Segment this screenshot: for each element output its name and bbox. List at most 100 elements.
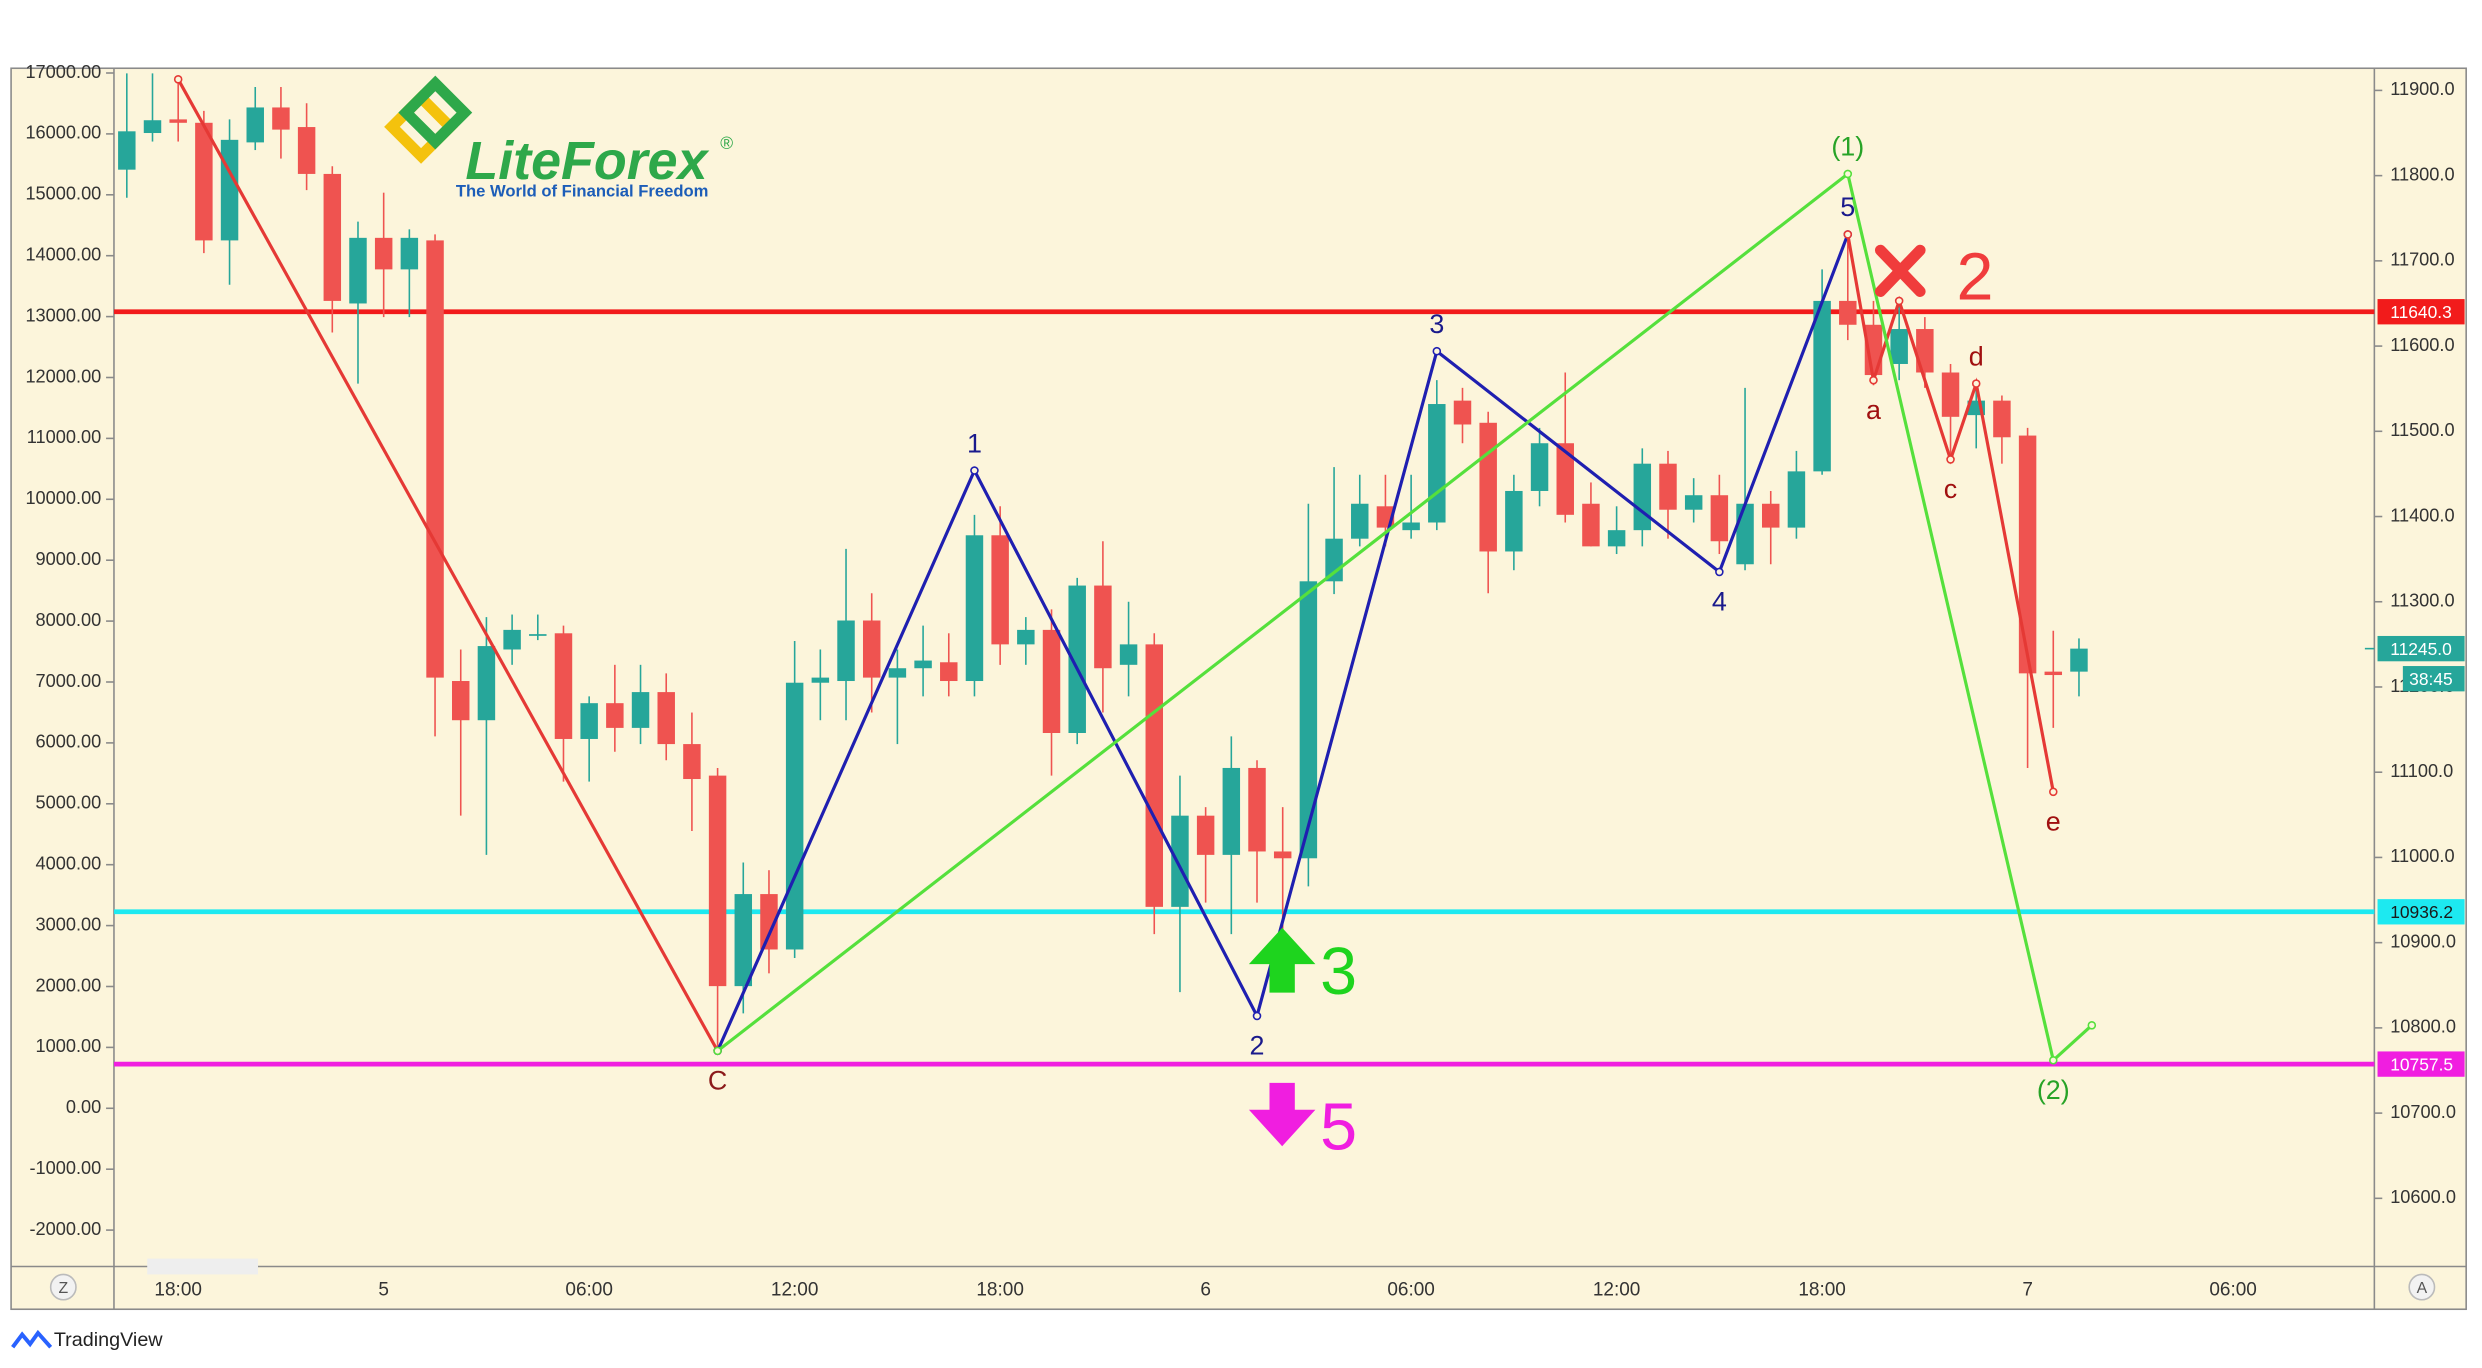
- candle-body: [1248, 767, 1266, 852]
- x-tick-label: 5: [378, 1279, 389, 1300]
- candle-body: [1299, 581, 1318, 859]
- level-label: 10757.5: [2390, 1054, 2453, 1074]
- candle-body: [1222, 767, 1241, 855]
- candle-body: [1325, 538, 1343, 582]
- y-tick-label: 14000.00: [25, 245, 101, 265]
- plot-back: [113, 309, 2375, 1067]
- candle-body: [297, 127, 316, 174]
- candle-body: [2044, 671, 2063, 676]
- candle-body: [1351, 503, 1369, 539]
- candle-body: [760, 894, 778, 950]
- candle-body: [708, 775, 727, 987]
- candle-body: [888, 668, 907, 678]
- candle-body: [1171, 815, 1189, 907]
- footer-brand: TradingView: [54, 1329, 163, 1351]
- level-tag: [2377, 299, 2465, 325]
- wave-label: 3: [1429, 309, 1444, 339]
- candle-body: [1813, 300, 1831, 472]
- y-tick-label: 11500.0: [2390, 420, 2454, 440]
- candle-body: [246, 107, 264, 143]
- candle-body: [657, 692, 675, 745]
- wave-label: 2: [1250, 1031, 1265, 1061]
- y-tick-label: 11100.0: [2390, 761, 2453, 781]
- y-tick-label: 15000.00: [25, 184, 101, 204]
- wave-point: [2087, 1021, 2097, 1030]
- candle-body: [1094, 585, 1112, 669]
- candle-body: [580, 703, 598, 739]
- candle-body: [683, 744, 701, 780]
- annotation-text: 2: [1956, 240, 1993, 314]
- wave-point: [1843, 169, 1853, 179]
- y-tick-label: 0.00: [66, 1097, 101, 1117]
- control-button[interactable]: [49, 1273, 77, 1301]
- candle-body: [1684, 495, 1703, 510]
- candle-body: [374, 237, 393, 270]
- x-tick-label: 18:00: [976, 1279, 1024, 1300]
- overlay-lines: [173, 75, 2097, 1065]
- last-price-tag: [2377, 635, 2465, 662]
- wave-point: [1252, 1011, 1262, 1021]
- wave-point: [970, 466, 979, 475]
- candle-body: [1710, 495, 1729, 542]
- candle-body: [1633, 463, 1652, 531]
- wave-label: d: [1969, 341, 1984, 371]
- wave-point: [2049, 1055, 2058, 1065]
- wave-label: c: [1944, 474, 1957, 504]
- control-label[interactable]: A: [2417, 1280, 2428, 1297]
- wave-line: [176, 78, 719, 1052]
- x-tick-label: 12:00: [1593, 1279, 1641, 1300]
- countdown-label: 38:45: [2409, 669, 2453, 689]
- y-tick-label: 17000.00: [25, 62, 101, 82]
- candle-body: [1119, 644, 1138, 665]
- x-tick-label: 06:00: [565, 1279, 613, 1300]
- candle-body: [1607, 530, 1626, 547]
- y-tick-label: 11800.0: [2390, 164, 2454, 184]
- control-label[interactable]: Z: [58, 1280, 68, 1297]
- level-label: 10936.2: [2390, 902, 2453, 922]
- x-tick-label: 06:00: [1387, 1279, 1435, 1300]
- candle-body: [1993, 400, 2011, 438]
- level-tag: [2377, 899, 2465, 925]
- y-tick-label: 9000.00: [36, 549, 102, 569]
- y-tick-label: 11000.0: [2390, 846, 2454, 866]
- logo-mark: ®: [720, 133, 733, 153]
- x-tick-label: 12:00: [771, 1279, 819, 1300]
- candle-body: [1530, 443, 1549, 491]
- scroll-handle: [147, 1258, 259, 1275]
- y-tick-label: 11700.0: [2390, 250, 2454, 270]
- cross-icon: [1874, 244, 1926, 297]
- candle-body: [862, 620, 881, 678]
- wave-label: (1): [1831, 132, 1864, 162]
- candle-body: [1941, 372, 1960, 417]
- wave-point: [1946, 455, 1955, 464]
- candles: [118, 73, 2088, 1052]
- logo: LiteForex ® The World of Financial Freed…: [384, 75, 733, 200]
- logo-name: LiteForex: [465, 131, 709, 191]
- wave-line: [716, 171, 2093, 1064]
- candle-body: [477, 646, 496, 721]
- arrow-down: [1248, 1082, 1316, 1147]
- control-button[interactable]: [2408, 1273, 2436, 1301]
- x-tick-label: 7: [2022, 1279, 2033, 1300]
- candle-body: [965, 535, 984, 682]
- candle-body: [1582, 503, 1600, 547]
- candle-body: [400, 237, 419, 270]
- y-tick-label: 3000.00: [36, 914, 102, 934]
- y-tick-label: 11400.0: [2390, 505, 2454, 525]
- wave-label: 4: [1712, 587, 1727, 617]
- candle-body: [914, 660, 932, 669]
- candle-body: [606, 703, 624, 728]
- wave-label: a: [1866, 395, 1881, 425]
- logo-icon-green: [398, 75, 473, 150]
- candle-body: [1068, 585, 1086, 734]
- candle-body: [118, 131, 136, 170]
- candle-body: [1736, 503, 1754, 565]
- candle-body: [1659, 463, 1677, 510]
- x-tick-label: 6: [1200, 1279, 1211, 1300]
- candle-body: [811, 677, 830, 683]
- y-tick-label: -2000.00: [29, 1219, 101, 1239]
- last-price-label: 11245.0: [2390, 639, 2452, 659]
- countdown-tag: [2402, 666, 2465, 692]
- wave-label: 5: [1840, 192, 1855, 222]
